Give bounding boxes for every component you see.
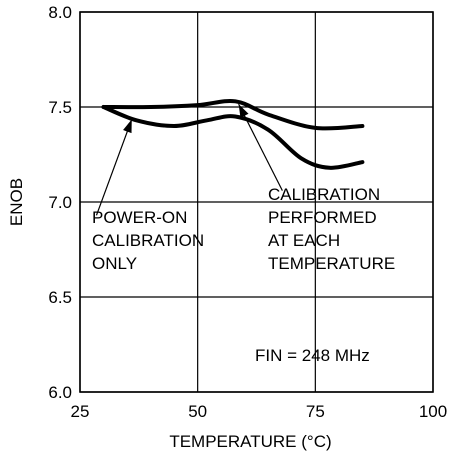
series-layer — [101, 98, 365, 170]
series-line-each-temperature — [101, 98, 365, 131]
arrow-power-on — [95, 119, 133, 216]
y-tick-label: 6.5 — [48, 288, 72, 307]
x-tick-label: 50 — [188, 402, 207, 421]
annotation-each-temperature: CALIBRATION PERFORMED AT EACH TEMPERATUR… — [268, 185, 395, 273]
x-tick-label: 25 — [71, 402, 90, 421]
x-tick-label: 75 — [306, 402, 325, 421]
y-axis-label: ENOB — [7, 178, 26, 226]
y-tick-label: 6.0 — [48, 383, 72, 402]
x-axis-label: TEMPERATURE (°C) — [169, 432, 331, 451]
annotation-fin: FIN = 248 MHz — [255, 346, 370, 365]
y-tick-label: 8.0 — [48, 3, 72, 22]
y-tick-label: 7.0 — [48, 193, 72, 212]
tick-labels: 6.0 6.5 7.0 7.5 8.0 25 50 75 100 — [48, 3, 447, 421]
series-line-power-on — [101, 105, 365, 170]
arrow-each-temperature — [238, 103, 283, 191]
annotation-power-on: POWER-ON CALIBRATION ONLY — [92, 208, 209, 273]
y-tick-label: 7.5 — [48, 98, 72, 117]
annotation-arrows — [95, 103, 283, 216]
plot-frame — [79, 11, 434, 393]
x-tick-label: 100 — [419, 402, 447, 421]
